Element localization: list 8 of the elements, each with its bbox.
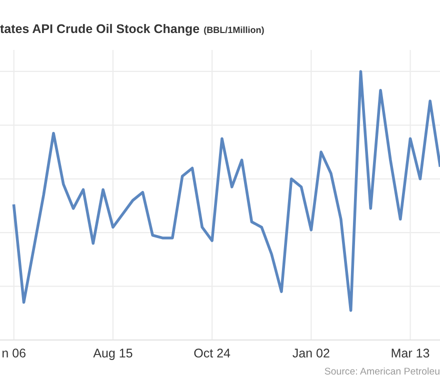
x-tick-label: n 06: [2, 348, 26, 358]
chart-title: tates API Crude Oil Stock Change: [0, 24, 200, 36]
chart-subtitle: (BBL/1Million): [204, 26, 264, 35]
source-note: Source: American Petroleu: [324, 367, 440, 375]
x-tick-label: Oct 24: [194, 348, 230, 358]
x-tick-label: Mar 13: [392, 348, 430, 358]
x-tick-label: Aug 15: [93, 348, 132, 360]
x-tick-label: Jan 02: [292, 348, 330, 358]
